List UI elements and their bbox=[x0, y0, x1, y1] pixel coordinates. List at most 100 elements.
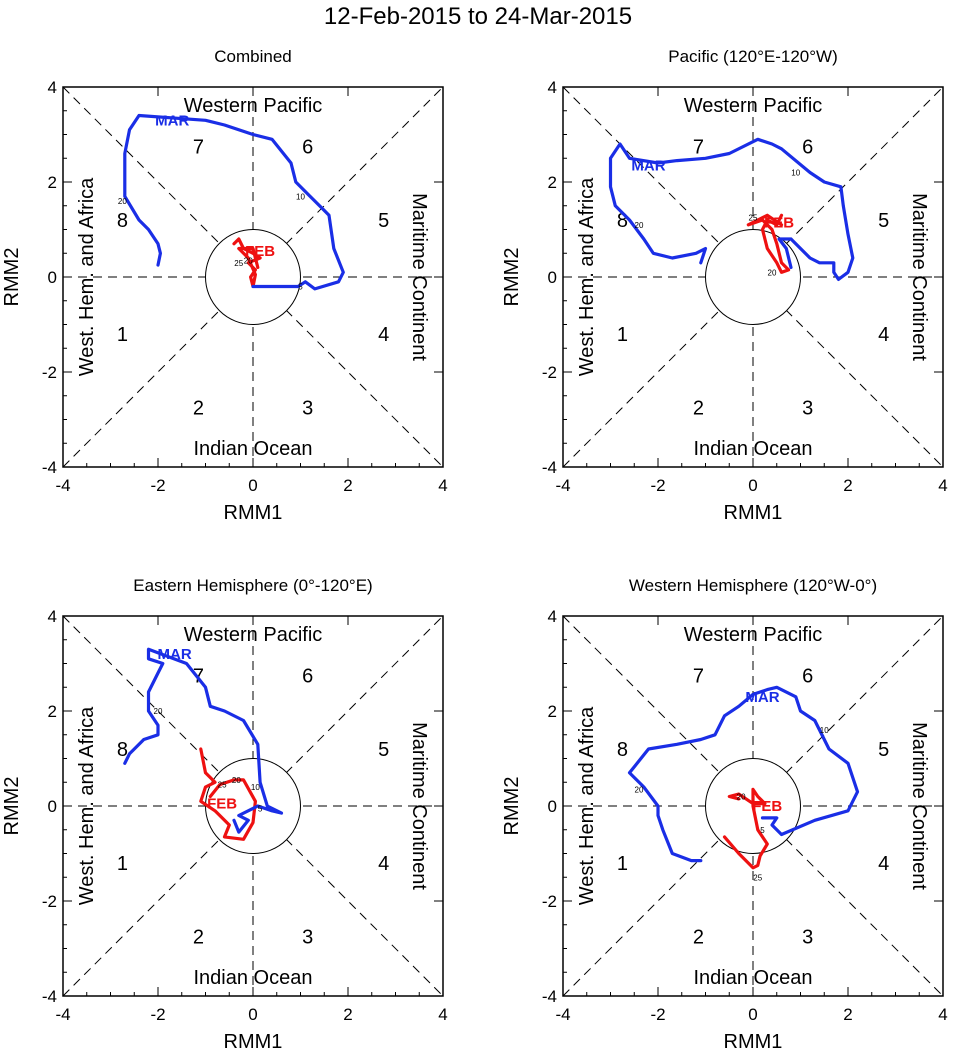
day-mark: 25 bbox=[218, 781, 227, 790]
phase-number-1: 1 bbox=[117, 324, 128, 346]
day-mark: 10 bbox=[251, 783, 260, 792]
region-label-indian-ocean: Indian Ocean bbox=[194, 438, 313, 460]
month-label-feb: FEB bbox=[207, 796, 237, 813]
trajectory-mar bbox=[627, 685, 860, 863]
region-label-west-hem-africa: West. Hem. and Africa bbox=[76, 177, 98, 376]
panel-title: Combined bbox=[214, 47, 292, 66]
day-mark: 20 bbox=[118, 197, 127, 206]
x-tick-label: 4 bbox=[438, 476, 447, 495]
phase-number-1: 1 bbox=[617, 853, 628, 875]
day-mark: 10 bbox=[791, 169, 800, 178]
phase-number-3: 3 bbox=[802, 927, 813, 949]
x-tick-label: 0 bbox=[748, 1005, 757, 1024]
y-tick-label: 0 bbox=[48, 268, 57, 287]
y-tick-label: -2 bbox=[542, 363, 557, 382]
phase-number-4: 4 bbox=[378, 324, 389, 346]
day-mark: 10 bbox=[820, 726, 829, 735]
phase-number-4: 4 bbox=[878, 324, 889, 346]
day-mark: 20 bbox=[232, 776, 241, 785]
panel-title: Pacific (120°E-120°W) bbox=[668, 47, 838, 66]
region-label-indian-ocean: Indian Ocean bbox=[194, 967, 313, 989]
day-mark: 20 bbox=[635, 221, 644, 230]
y-tick-label: -2 bbox=[542, 892, 557, 911]
x-tick-label: -4 bbox=[555, 476, 570, 495]
phase-number-3: 3 bbox=[302, 927, 313, 949]
x-tick-label: -2 bbox=[650, 476, 665, 495]
x-tick-label: 2 bbox=[343, 1005, 352, 1024]
x-tick-label: 4 bbox=[938, 1005, 947, 1024]
phase-number-6: 6 bbox=[802, 665, 813, 687]
y-axis-label: RMM2 bbox=[1, 777, 23, 836]
y-tick-label: -2 bbox=[42, 363, 57, 382]
y-tick-label: -4 bbox=[42, 458, 57, 477]
phase-number-5: 5 bbox=[878, 210, 889, 232]
x-tick-label: 2 bbox=[843, 1005, 852, 1024]
trajectory-feb bbox=[199, 747, 257, 841]
phase-number-1: 1 bbox=[117, 853, 128, 875]
region-label-indian-ocean: Indian Ocean bbox=[694, 967, 813, 989]
phase-number-3: 3 bbox=[302, 398, 313, 420]
x-tick-label: 2 bbox=[843, 476, 852, 495]
y-tick-label: 4 bbox=[48, 78, 57, 97]
phase-number-6: 6 bbox=[302, 665, 313, 687]
trajectory-mar bbox=[123, 647, 284, 834]
y-tick-label: 4 bbox=[48, 607, 57, 626]
phase-number-6: 6 bbox=[302, 136, 313, 158]
phase-number-5: 5 bbox=[878, 739, 889, 761]
day-mark: 25 bbox=[749, 214, 758, 223]
region-label-western-pacific: Western Pacific bbox=[684, 95, 823, 117]
month-label-mar: MAR bbox=[745, 689, 779, 706]
phase-number-6: 6 bbox=[802, 136, 813, 158]
figure-title: 12-Feb-2015 to 24-Mar-2015 bbox=[324, 3, 632, 30]
phase-number-4: 4 bbox=[378, 853, 389, 875]
month-label-mar: MAR bbox=[631, 157, 665, 174]
phase-number-2: 2 bbox=[693, 398, 704, 420]
phase-number-7: 7 bbox=[193, 136, 204, 158]
x-tick-label: -2 bbox=[650, 1005, 665, 1024]
x-tick-label: 4 bbox=[438, 1005, 447, 1024]
month-label-mar: MAR bbox=[158, 646, 192, 663]
unit-circle bbox=[705, 229, 801, 325]
x-axis-label: RMM1 bbox=[224, 502, 283, 524]
y-axis-label: RMM2 bbox=[501, 777, 523, 836]
phase-number-2: 2 bbox=[693, 927, 704, 949]
day-mark: 5 bbox=[258, 804, 263, 813]
y-axis-label: RMM2 bbox=[501, 248, 523, 307]
phase-number-3: 3 bbox=[802, 398, 813, 420]
region-label-west-hem-africa: West. Hem. and Africa bbox=[576, 706, 598, 905]
trajectory-mar bbox=[123, 113, 345, 291]
x-tick-label: -4 bbox=[55, 476, 70, 495]
y-tick-label: 2 bbox=[48, 702, 57, 721]
y-tick-label: -4 bbox=[542, 458, 557, 477]
phase-number-5: 5 bbox=[378, 739, 389, 761]
day-mark: 25 bbox=[234, 259, 243, 268]
trajectory-mar bbox=[608, 137, 855, 281]
phase-panel-1: Combined -4-4 -2 -2 0 0 2 2 4 4 RMM1 RMM2 Western Pa… bbox=[1, 47, 448, 524]
phase-number-2: 2 bbox=[193, 398, 204, 420]
region-label-west-hem-africa: West. Hem. and Africa bbox=[576, 177, 598, 376]
phase-number-4: 4 bbox=[878, 853, 889, 875]
phase-number-7: 7 bbox=[693, 136, 704, 158]
region-label-western-pacific: Western Pacific bbox=[184, 624, 323, 646]
y-tick-label: 0 bbox=[48, 797, 57, 816]
region-label-indian-ocean: Indian Ocean bbox=[694, 438, 813, 460]
month-label-feb: FEB bbox=[764, 214, 794, 231]
x-tick-label: 0 bbox=[248, 1005, 257, 1024]
day-mark: 10 bbox=[296, 192, 305, 201]
phase-number-8: 8 bbox=[617, 739, 628, 761]
phase-number-5: 5 bbox=[378, 210, 389, 232]
phase-number-1: 1 bbox=[617, 324, 628, 346]
y-axis-label: RMM2 bbox=[1, 248, 23, 307]
day-mark: 20 bbox=[635, 785, 644, 794]
x-tick-label: 0 bbox=[248, 476, 257, 495]
panel-title: Eastern Hemisphere (0°-120°E) bbox=[133, 576, 372, 595]
phase-number-7: 7 bbox=[693, 665, 704, 687]
month-label-mar: MAR bbox=[155, 112, 189, 129]
y-tick-label: 0 bbox=[548, 797, 557, 816]
trajectory-feb bbox=[232, 237, 262, 289]
region-label-maritime-continent: Maritime Continent bbox=[908, 193, 930, 361]
day-mark: 20 bbox=[154, 707, 163, 716]
unit-circle bbox=[205, 229, 301, 325]
x-tick-label: 4 bbox=[938, 476, 947, 495]
